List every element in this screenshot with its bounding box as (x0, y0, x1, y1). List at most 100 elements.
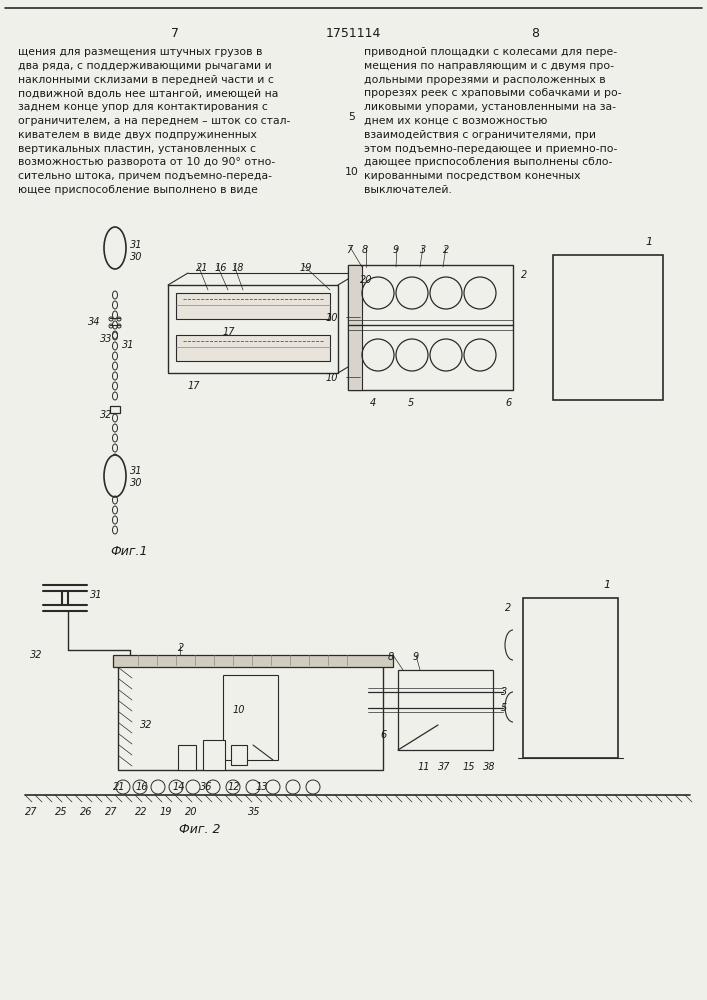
Text: 17: 17 (188, 381, 201, 391)
Text: Фиг.1: Фиг.1 (110, 545, 148, 558)
Text: 7: 7 (171, 27, 179, 40)
Text: 21: 21 (113, 782, 126, 792)
Text: приводной площадки с колесами для пере-: приводной площадки с колесами для пере- (364, 47, 617, 57)
Text: 8: 8 (388, 652, 395, 662)
Text: 2: 2 (521, 270, 527, 280)
Text: 2: 2 (443, 245, 449, 255)
Text: выключателей.: выключателей. (364, 185, 452, 195)
Text: 22: 22 (135, 807, 148, 817)
Text: ликовыми упорами, установленными на за-: ликовыми упорами, установленными на за- (364, 102, 616, 112)
Text: мещения по направляющим и с двумя про-: мещения по направляющим и с двумя про- (364, 61, 614, 71)
Text: возможностью разворота от 10 до 90° отно-: возможностью разворота от 10 до 90° отно… (18, 157, 275, 167)
Text: 5: 5 (501, 703, 507, 713)
Text: 5: 5 (408, 398, 414, 408)
Bar (111, 255, 119, 267)
Text: 5: 5 (349, 112, 356, 122)
Text: 30: 30 (130, 252, 143, 262)
Text: 27: 27 (25, 807, 37, 817)
Text: 1: 1 (645, 237, 652, 247)
Text: 31: 31 (90, 590, 103, 600)
Text: 31: 31 (130, 240, 143, 250)
Bar (553, 255, 663, 400)
Text: 18: 18 (232, 263, 245, 273)
Text: 4: 4 (370, 398, 376, 408)
Text: 17: 17 (223, 327, 235, 337)
Bar (203, 740, 225, 770)
Text: 27: 27 (105, 807, 117, 817)
Text: 19: 19 (300, 263, 312, 273)
Text: 3: 3 (420, 245, 426, 255)
Text: 30: 30 (130, 478, 143, 488)
Text: щения для размещения штучных грузов в: щения для размещения штучных грузов в (18, 47, 262, 57)
Text: 8: 8 (531, 27, 539, 40)
Bar (231, 745, 247, 765)
Text: 36: 36 (200, 782, 213, 792)
Text: 38: 38 (483, 762, 496, 772)
Text: 6: 6 (380, 730, 386, 740)
Text: заднем конце упор для контактирования с: заднем конце упор для контактирования с (18, 102, 268, 112)
Text: ограничителем, а на переднем – шток со стал-: ограничителем, а на переднем – шток со с… (18, 116, 291, 126)
Text: взаимодействия с ограничителями, при: взаимодействия с ограничителями, при (364, 130, 596, 140)
Bar (176, 335, 330, 361)
Text: подвижной вдоль нее штангой, имеющей на: подвижной вдоль нее штангой, имеющей на (18, 88, 279, 98)
Text: 31: 31 (122, 340, 134, 350)
Bar (348, 265, 513, 390)
Bar (113, 655, 393, 667)
Text: 32: 32 (30, 650, 42, 660)
Text: 19: 19 (160, 807, 173, 817)
Text: кивателем в виде двух подпружиненных: кивателем в виде двух подпружиненных (18, 130, 257, 140)
Ellipse shape (104, 227, 126, 269)
Text: 37: 37 (438, 762, 450, 772)
Text: 1: 1 (603, 580, 610, 590)
Text: 2: 2 (178, 643, 185, 653)
Text: 13: 13 (256, 782, 269, 792)
Bar (110, 406, 120, 413)
Text: вертикальных пластин, установленных с: вертикальных пластин, установленных с (18, 144, 256, 154)
Text: 10: 10 (326, 373, 339, 383)
Text: 1751114: 1751114 (325, 27, 380, 40)
Bar (178, 745, 196, 770)
Text: 21: 21 (196, 263, 209, 273)
Bar (223, 675, 278, 760)
Text: дающее приспособления выполнены сбло-: дающее приспособления выполнены сбло- (364, 157, 612, 167)
Text: 26: 26 (80, 807, 93, 817)
Bar (348, 265, 362, 390)
Text: 32: 32 (100, 410, 112, 420)
Ellipse shape (104, 455, 126, 497)
Text: 35: 35 (248, 807, 260, 817)
Text: 9: 9 (413, 652, 419, 662)
Text: 10: 10 (326, 313, 339, 323)
Text: 20: 20 (360, 275, 373, 285)
Text: 31: 31 (130, 466, 143, 476)
Text: кированными посредством конечных: кированными посредством конечных (364, 171, 580, 181)
Text: этом подъемно-передающее и приемно-по-: этом подъемно-передающее и приемно-по- (364, 144, 617, 154)
Text: 9: 9 (393, 245, 399, 255)
Text: 32: 32 (140, 720, 153, 730)
Text: 7: 7 (346, 245, 352, 255)
Bar (523, 598, 618, 758)
Bar (398, 670, 493, 750)
Text: 3: 3 (501, 687, 507, 697)
Text: 33: 33 (100, 334, 112, 344)
Bar (118, 665, 383, 770)
Text: 8: 8 (362, 245, 368, 255)
Text: Фиг. 2: Фиг. 2 (180, 823, 221, 836)
Text: 6: 6 (505, 398, 511, 408)
Text: 14: 14 (173, 782, 185, 792)
Text: 34: 34 (88, 317, 100, 327)
Bar (176, 293, 330, 319)
Text: ющее приспособление выполнено в виде: ющее приспособление выполнено в виде (18, 185, 258, 195)
Text: 10: 10 (345, 167, 359, 177)
Text: 25: 25 (55, 807, 67, 817)
Text: наклонными склизами в передней части и с: наклонными склизами в передней части и с (18, 75, 274, 85)
Text: дольными прорезями и расположенных в: дольными прорезями и расположенных в (364, 75, 606, 85)
Text: 16: 16 (215, 263, 228, 273)
Text: сительно штока, причем подъемно-переда-: сительно штока, причем подъемно-переда- (18, 171, 272, 181)
Bar (168, 285, 338, 373)
Text: прорезях реек с храповыми собачками и ро-: прорезях реек с храповыми собачками и ро… (364, 88, 621, 98)
Text: 2: 2 (505, 603, 511, 613)
Text: два ряда, с поддерживающими рычагами и: два ряда, с поддерживающими рычагами и (18, 61, 271, 71)
Text: днем их конце с возможностью: днем их конце с возможностью (364, 116, 547, 126)
Text: 10: 10 (233, 705, 245, 715)
Bar (111, 480, 119, 492)
